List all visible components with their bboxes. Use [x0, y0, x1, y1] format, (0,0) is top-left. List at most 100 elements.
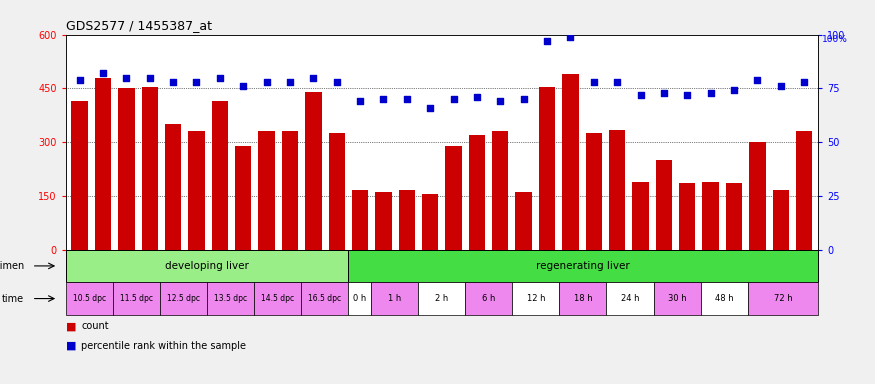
Text: 2 h: 2 h	[435, 294, 449, 303]
Text: 18 h: 18 h	[574, 294, 592, 303]
Point	[610, 79, 624, 85]
Bar	[563, 74, 578, 250]
Bar	[418, 282, 466, 315]
Text: 72 h: 72 h	[774, 294, 792, 303]
Point	[236, 83, 250, 89]
Bar	[399, 190, 415, 250]
Text: 11.5 dpc: 11.5 dpc	[120, 294, 152, 303]
Bar	[492, 131, 508, 250]
Bar	[747, 282, 818, 315]
Text: ■: ■	[66, 341, 76, 351]
Bar	[165, 124, 181, 250]
Text: 14.5 dpc: 14.5 dpc	[261, 294, 294, 303]
Bar	[328, 133, 345, 250]
Bar	[655, 160, 672, 250]
Bar	[796, 131, 812, 250]
Text: ■: ■	[66, 321, 76, 331]
Point	[634, 92, 648, 98]
Point	[376, 96, 390, 102]
Bar	[66, 282, 113, 315]
Bar	[606, 282, 654, 315]
Bar	[113, 282, 160, 315]
Text: time: time	[2, 293, 25, 304]
Point	[470, 94, 484, 100]
Point	[493, 98, 507, 104]
Point	[564, 34, 578, 40]
Point	[657, 89, 671, 96]
Point	[704, 89, 717, 96]
Point	[166, 79, 180, 85]
Text: GDS2577 / 1455387_at: GDS2577 / 1455387_at	[66, 19, 212, 32]
Bar	[258, 131, 275, 250]
Text: 24 h: 24 h	[620, 294, 640, 303]
Text: 0 h: 0 h	[353, 294, 367, 303]
Bar	[559, 282, 606, 315]
Bar	[371, 282, 418, 315]
Bar	[469, 135, 485, 250]
Text: specimen: specimen	[0, 261, 24, 271]
Point	[540, 38, 554, 44]
Point	[306, 74, 320, 81]
Bar	[585, 133, 602, 250]
Text: 6 h: 6 h	[482, 294, 495, 303]
Bar	[654, 282, 701, 315]
Text: 1 h: 1 h	[388, 294, 402, 303]
Bar	[515, 192, 532, 250]
Text: 16.5 dpc: 16.5 dpc	[308, 294, 341, 303]
Bar	[348, 250, 818, 282]
Bar	[160, 282, 206, 315]
Bar	[466, 282, 513, 315]
Point	[774, 83, 788, 89]
Bar	[609, 129, 626, 250]
Point	[797, 79, 811, 85]
Point	[446, 96, 460, 102]
Bar	[445, 146, 462, 250]
Bar	[773, 190, 789, 250]
Text: 12 h: 12 h	[527, 294, 545, 303]
Bar	[633, 182, 648, 250]
Point	[119, 74, 133, 81]
Bar	[206, 282, 254, 315]
Bar	[513, 282, 559, 315]
Bar	[749, 142, 766, 250]
Bar	[282, 131, 298, 250]
Text: count: count	[81, 321, 109, 331]
Point	[727, 88, 741, 94]
Bar	[254, 282, 301, 315]
Text: 13.5 dpc: 13.5 dpc	[214, 294, 247, 303]
Bar	[305, 92, 321, 250]
Point	[330, 79, 344, 85]
Text: regenerating liver: regenerating liver	[536, 261, 630, 271]
Bar	[188, 131, 205, 250]
Text: percentile rank within the sample: percentile rank within the sample	[81, 341, 247, 351]
Point	[213, 74, 227, 81]
Bar	[701, 282, 747, 315]
Text: developing liver: developing liver	[164, 261, 248, 271]
Bar	[679, 183, 696, 250]
Point	[516, 96, 530, 102]
Bar	[142, 86, 158, 250]
Point	[190, 79, 204, 85]
Point	[73, 77, 87, 83]
Bar	[235, 146, 251, 250]
Text: 48 h: 48 h	[715, 294, 733, 303]
Bar	[66, 250, 348, 282]
Bar	[212, 101, 228, 250]
Point	[751, 77, 765, 83]
Bar	[375, 192, 392, 250]
Point	[283, 79, 297, 85]
Point	[143, 74, 157, 81]
Point	[424, 104, 438, 111]
Bar	[72, 101, 88, 250]
Text: 30 h: 30 h	[668, 294, 686, 303]
Bar	[703, 182, 718, 250]
Point	[680, 92, 694, 98]
Bar	[539, 86, 556, 250]
Bar	[301, 282, 348, 315]
Text: 10.5 dpc: 10.5 dpc	[73, 294, 106, 303]
Point	[400, 96, 414, 102]
Point	[587, 79, 601, 85]
Text: 100%: 100%	[822, 35, 848, 43]
Bar	[422, 194, 438, 250]
Bar	[118, 88, 135, 250]
